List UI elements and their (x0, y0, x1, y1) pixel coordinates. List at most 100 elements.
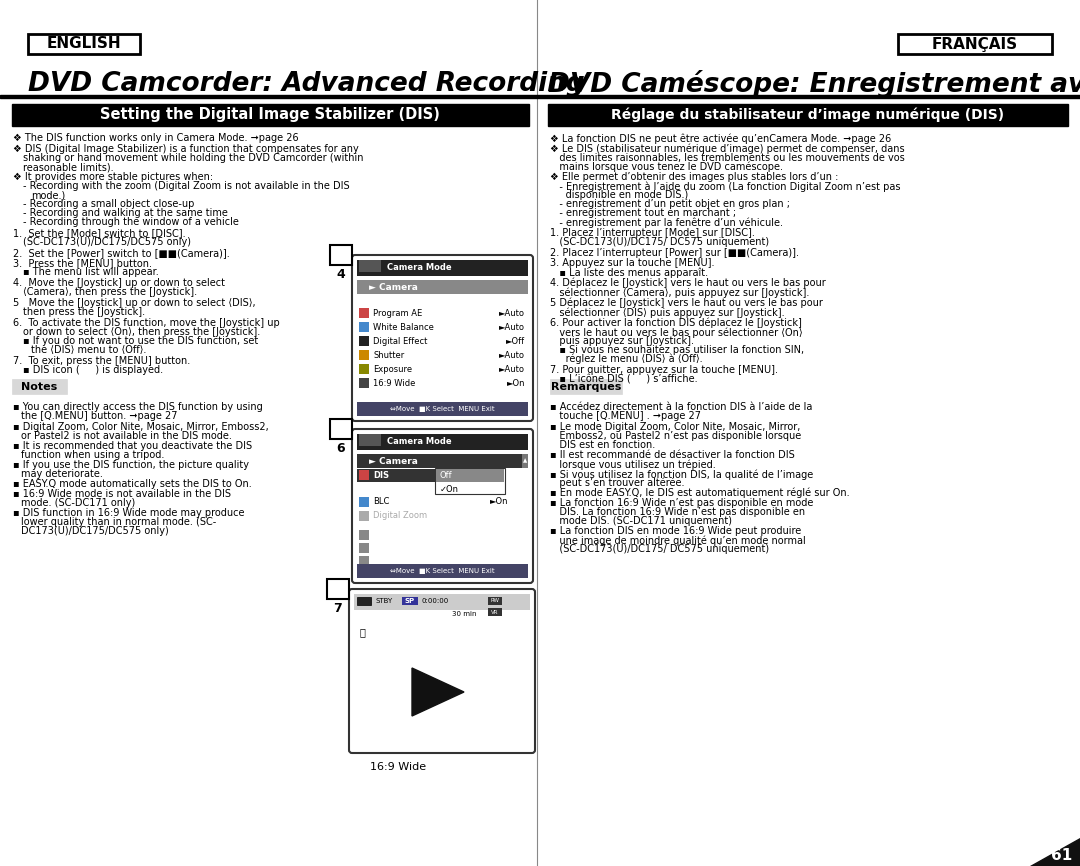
Text: ► Camera: ► Camera (369, 282, 418, 292)
Text: - Recording with the zoom (Digital Zoom is not available in the DIS: - Recording with the zoom (Digital Zoom … (23, 181, 350, 191)
Text: ▪ You can directly access the DIS function by using: ▪ You can directly access the DIS functi… (13, 402, 262, 412)
Text: ▪ La fonction DIS en mode 16:9 Wide peut produire: ▪ La fonction DIS en mode 16:9 Wide peut… (550, 526, 801, 536)
Bar (357, 597, 372, 605)
Bar (488, 608, 502, 616)
Text: - Recording through the window of a vehicle: - Recording through the window of a vehi… (23, 217, 239, 227)
Text: ►Auto: ►Auto (499, 365, 525, 373)
Text: DIS est en fonction.: DIS est en fonction. (550, 440, 656, 450)
Text: ❖ Elle permet d’obtenir des images plus stables lors d’un :: ❖ Elle permet d’obtenir des images plus … (550, 172, 838, 182)
Text: ▪ If you do not want to use the DIS function, set: ▪ If you do not want to use the DIS func… (23, 336, 258, 346)
Text: vers le haut ou vers le bas pour sélectionner ⟨On⟩: vers le haut ou vers le bas pour sélecti… (550, 327, 802, 338)
Bar (359, 378, 369, 388)
Text: DC173(U)/DC175/DC575 only): DC173(U)/DC175/DC575 only) (21, 526, 168, 536)
Text: 61: 61 (1051, 848, 1072, 863)
Text: ⇔Move  ■K Select  MENU Exit: ⇔Move ■K Select MENU Exit (390, 406, 495, 412)
Text: Setting the Digital Image Stabilizer (DIS): Setting the Digital Image Stabilizer (DI… (100, 107, 440, 122)
Text: may deteriorate.: may deteriorate. (21, 469, 103, 479)
Text: 2. Placez l’interrupteur [Power] sur [■■(Camera)].: 2. Placez l’interrupteur [Power] sur [■■… (550, 248, 799, 258)
Text: - Recording and walking at the same time: - Recording and walking at the same time (23, 208, 228, 218)
Bar (402, 597, 418, 605)
Text: ►Off: ►Off (505, 337, 525, 346)
Text: DVD Camcorder: Advanced Recording: DVD Camcorder: Advanced Recording (28, 71, 584, 97)
Bar (357, 469, 437, 482)
Text: Remarques: Remarques (551, 382, 621, 392)
Bar (354, 594, 530, 610)
Text: function when using a tripod.: function when using a tripod. (21, 450, 164, 460)
Text: 7: 7 (334, 603, 342, 616)
Text: des limites raisonnables, les tremblements ou les mouvements de vos: des limites raisonnables, les tremblemen… (550, 153, 905, 163)
Polygon shape (1030, 838, 1080, 866)
Text: 1.  Set the [Mode] switch to [DISC].: 1. Set the [Mode] switch to [DISC]. (13, 228, 186, 238)
Bar (436, 469, 504, 482)
Text: ▲: ▲ (523, 458, 527, 463)
Text: Camera Mode: Camera Mode (387, 437, 451, 447)
Text: ❖ It provides more stable pictures when:: ❖ It provides more stable pictures when: (13, 172, 213, 182)
Text: - enregistrement par la fenêtre d’un véhicule.: - enregistrement par la fenêtre d’un véh… (550, 217, 783, 228)
Text: (SC-DC173(U)/DC175/ DC575 uniquement): (SC-DC173(U)/DC175/ DC575 uniquement) (550, 237, 769, 247)
Bar (330, 419, 352, 439)
Bar (488, 597, 502, 605)
Text: ▪ La fonction 16:9 Wide n’est pas disponible en mode: ▪ La fonction 16:9 Wide n’est pas dispon… (550, 498, 813, 508)
Text: ▪ DIS icon (     ) is displayed.: ▪ DIS icon ( ) is displayed. (23, 365, 163, 375)
Text: 5   Move the [Joystick] up or down to select ⟨DIS⟩,: 5 Move the [Joystick] up or down to sele… (13, 298, 256, 308)
Text: ►On: ►On (507, 378, 525, 387)
Text: 3.  Press the [MENU] button.: 3. Press the [MENU] button. (13, 258, 152, 268)
Bar (359, 260, 381, 272)
Text: - enregistrement d’un petit objet en gros plan ;: - enregistrement d’un petit objet en gro… (550, 199, 789, 209)
Bar (357, 402, 528, 416)
Text: ▪ Si vous ne souhaitez pas utiliser la fonction SIN,: ▪ Si vous ne souhaitez pas utiliser la f… (550, 345, 805, 355)
Text: DVD Caméscope: Enregistrement avancé: DVD Caméscope: Enregistrement avancé (548, 70, 1080, 98)
Text: une image de moindre qualité qu’en mode normal: une image de moindre qualité qu’en mode … (550, 535, 806, 546)
Text: reasonable limits).: reasonable limits). (23, 162, 113, 172)
Text: sélectionner ⟨DIS⟩ puis appuyez sur [Joystick].: sélectionner ⟨DIS⟩ puis appuyez sur [Joy… (550, 307, 785, 318)
Text: (SC-DC173(U)/DC175/DC575 only): (SC-DC173(U)/DC175/DC575 only) (23, 237, 191, 247)
Bar (359, 530, 369, 540)
Text: ▪ La liste des menus apparaît.: ▪ La liste des menus apparaît. (550, 267, 708, 277)
Text: DIS. La fonction 16:9 Wide n’est pas disponible en: DIS. La fonction 16:9 Wide n’est pas dis… (550, 507, 805, 517)
Text: Camera Mode: Camera Mode (387, 263, 451, 273)
Text: SP: SP (405, 598, 415, 604)
Bar (897, 34, 1052, 54)
Bar (359, 497, 369, 507)
Bar (359, 265, 369, 269)
Text: 3. Appuyez sur la touche [MENU].: 3. Appuyez sur la touche [MENU]. (550, 258, 715, 268)
Text: ▪ Accédez directement à la fonction DIS à l’aide de la: ▪ Accédez directement à la fonction DIS … (550, 402, 812, 412)
Text: (SC-DC173(U)/DC175/ DC575 uniquement): (SC-DC173(U)/DC175/ DC575 uniquement) (550, 544, 769, 554)
Text: ▪ If you use the DIS function, the picture quality: ▪ If you use the DIS function, the pictu… (13, 460, 249, 470)
Text: Program AE: Program AE (373, 308, 422, 318)
Text: ▪ En mode EASY.Q, le DIS est automatiquement réglé sur On.: ▪ En mode EASY.Q, le DIS est automatique… (550, 488, 850, 499)
Text: the ⟨DIS⟩ menu to ⟨Off⟩.: the ⟨DIS⟩ menu to ⟨Off⟩. (31, 345, 147, 355)
FancyBboxPatch shape (349, 589, 535, 753)
Bar (359, 543, 369, 553)
Text: lorsque vous utilisez un trépied.: lorsque vous utilisez un trépied. (550, 459, 716, 469)
Text: FRANÇAIS: FRANÇAIS (932, 36, 1018, 51)
Text: 6: 6 (337, 443, 346, 456)
Text: ▪ Si vous utilisez la fonction DIS, la qualité de l’image: ▪ Si vous utilisez la fonction DIS, la q… (550, 469, 813, 480)
Text: ▪ DIS function in 16:9 Wide mode may produce: ▪ DIS function in 16:9 Wide mode may pro… (13, 508, 244, 518)
Text: 16:9 Wide: 16:9 Wide (373, 378, 416, 387)
Text: 16:9 Wide: 16:9 Wide (370, 762, 427, 772)
Text: Réglage du stabilisateur d’image numérique (DIS): Réglage du stabilisateur d’image numériq… (611, 107, 1004, 122)
Text: 0:00:00: 0:00:00 (422, 598, 449, 604)
Bar (435, 468, 505, 494)
Text: BLC: BLC (373, 497, 390, 507)
Text: - Recording a small object close-up: - Recording a small object close-up (23, 199, 194, 209)
Text: ▪ Digital Zoom, Color Nite, Mosaic, Mirror, Emboss2,: ▪ Digital Zoom, Color Nite, Mosaic, Mirr… (13, 422, 269, 432)
Bar (357, 434, 528, 450)
Text: sélectionner ⟨Camera⟩, puis appuyez sur [Joystick].: sélectionner ⟨Camera⟩, puis appuyez sur … (550, 287, 809, 298)
Bar (357, 280, 528, 294)
Text: ✓On: ✓On (440, 484, 459, 494)
Bar (0, 95, 1080, 98)
Text: shaking or hand movement while holding the DVD Camcorder (within: shaking or hand movement while holding t… (23, 153, 364, 163)
Text: mains lorsque vous tenez le DVD caméscope.: mains lorsque vous tenez le DVD caméscop… (550, 162, 783, 172)
Text: ❖ Le DIS (stabilisateur numérique d’image) permet de compenser, dans: ❖ Le DIS (stabilisateur numérique d’imag… (550, 144, 905, 154)
Text: or down to select ⟨On⟩, then press the [Joystick].: or down to select ⟨On⟩, then press the [… (23, 327, 260, 337)
Text: 4. Déplacez le [Joystick] vers le haut ou vers le bas pour: 4. Déplacez le [Joystick] vers le haut o… (550, 278, 826, 288)
Text: disponible en mode DIS.): disponible en mode DIS.) (550, 190, 688, 200)
FancyBboxPatch shape (352, 255, 534, 421)
Text: ENGLISH: ENGLISH (46, 36, 121, 51)
Text: Digital Zoom: Digital Zoom (373, 512, 427, 520)
Bar (550, 379, 622, 394)
Text: ►Auto: ►Auto (499, 351, 525, 359)
Bar (359, 350, 369, 360)
